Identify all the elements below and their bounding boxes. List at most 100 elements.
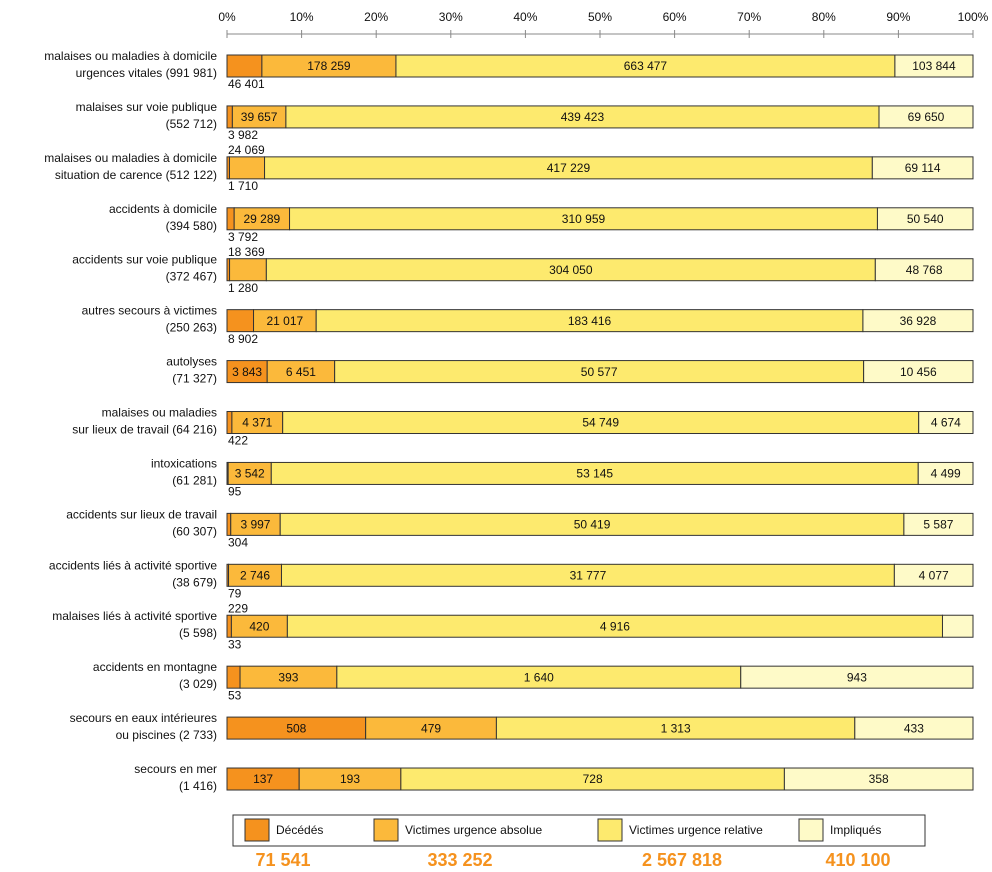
value-label: 420 xyxy=(249,619,269,633)
value-label: 193 xyxy=(340,772,360,786)
legend-swatch xyxy=(244,818,270,842)
legend-swatch xyxy=(798,818,824,842)
bar-segment xyxy=(226,411,233,435)
value-label: 53 xyxy=(228,688,242,702)
value-label: 304 050 xyxy=(549,263,593,277)
category-label: accidents sur voie publique (372 467) xyxy=(72,253,217,284)
bar-segment xyxy=(863,360,974,384)
bar-segment xyxy=(894,54,974,78)
x-tick-label: 40% xyxy=(513,10,537,24)
category-label: autres secours à victimes (250 263) xyxy=(82,304,217,335)
value-label: 50 577 xyxy=(581,365,618,379)
bar-segment xyxy=(874,258,974,282)
value-label: 304 xyxy=(228,536,248,550)
x-tick-label: 50% xyxy=(588,10,612,24)
value-label: 1 313 xyxy=(661,721,691,735)
category-label: intoxications (61 281) xyxy=(151,457,217,488)
x-tick-label: 30% xyxy=(439,10,463,24)
x-tick-label: 60% xyxy=(663,10,687,24)
value-label: 4 077 xyxy=(919,568,949,582)
value-label: 3 843 xyxy=(232,365,262,379)
value-label: 4 674 xyxy=(931,416,961,430)
x-tick-label: 10% xyxy=(290,10,314,24)
value-label: 4 499 xyxy=(931,467,961,481)
category-label: accidents liés à activité sportive (38 67… xyxy=(49,558,217,589)
value-label: 4 371 xyxy=(242,416,272,430)
x-tick-label: 90% xyxy=(886,10,910,24)
value-label: 417 229 xyxy=(547,161,591,175)
x-tick-label: 20% xyxy=(364,10,388,24)
category-label: malaises sur voie publique (552 712) xyxy=(76,100,218,131)
value-label: 3 792 xyxy=(228,230,258,244)
value-label: 18 369 xyxy=(228,245,265,259)
value-label: 358 xyxy=(869,772,889,786)
value-label: 95 xyxy=(228,485,242,499)
category-label: malaises ou maladies à domicile urgences … xyxy=(44,49,217,80)
legend-label: Victimes urgence absolue xyxy=(405,823,543,837)
value-label: 5 587 xyxy=(923,518,953,532)
value-label: 422 xyxy=(228,434,248,448)
value-label: 10 456 xyxy=(900,365,937,379)
bar-segment xyxy=(228,156,266,180)
series-total: 71 541 xyxy=(255,850,310,870)
value-label: 439 423 xyxy=(561,110,605,124)
value-label: 36 928 xyxy=(900,314,937,328)
bar-segment xyxy=(941,614,974,638)
value-label: 663 477 xyxy=(624,59,668,73)
bar-segment xyxy=(876,207,974,231)
value-label: 2 746 xyxy=(240,568,270,582)
bar-segment xyxy=(226,54,263,78)
series-total: 333 252 xyxy=(427,850,492,870)
bar-segment xyxy=(878,105,974,129)
category-label: accidents en montagne (3 029) xyxy=(93,660,217,691)
category-label: secours en eaux intérieures ou piscines (… xyxy=(70,711,217,742)
legend-swatch xyxy=(597,818,623,842)
value-label: 183 416 xyxy=(568,314,612,328)
value-label: 29 289 xyxy=(244,212,281,226)
series-total: 410 100 xyxy=(825,850,890,870)
value-label: 310 959 xyxy=(562,212,606,226)
value-label: 137 xyxy=(253,772,273,786)
bar-segment xyxy=(226,207,235,231)
value-label: 69 650 xyxy=(908,110,945,124)
bar-segment xyxy=(783,767,974,791)
value-label: 8 902 xyxy=(228,332,258,346)
bar-segment xyxy=(229,258,267,282)
bar-segment xyxy=(862,309,974,333)
value-label: 479 xyxy=(421,721,441,735)
value-label: 79 xyxy=(228,586,242,600)
value-label: 229 xyxy=(228,601,248,615)
category-label: accidents sur lieux de travail (60 307) xyxy=(66,508,217,539)
value-label: 6 451 xyxy=(286,365,316,379)
value-label: 103 844 xyxy=(912,59,956,73)
value-label: 54 749 xyxy=(582,416,619,430)
category-label: accidents à domicile (394 580) xyxy=(109,202,217,233)
x-tick-label: 70% xyxy=(737,10,761,24)
category-label: malaises ou maladies à domicile situation… xyxy=(44,151,217,182)
category-label: secours en mer (1 416) xyxy=(134,762,217,793)
value-label: 46 401 xyxy=(228,77,265,91)
value-label: 178 259 xyxy=(307,59,351,73)
bar-segment xyxy=(918,411,974,435)
x-tick-label: 100% xyxy=(958,10,989,24)
category-label: malaises ou maladies sur lieux de travail… xyxy=(72,406,217,437)
x-tick-label: 80% xyxy=(812,10,836,24)
category-label: autolyses (71 327) xyxy=(166,355,217,386)
value-label: 50 419 xyxy=(574,518,611,532)
value-label: 943 xyxy=(847,670,867,684)
legend-label: Décédés xyxy=(276,823,323,837)
bar-segment xyxy=(917,461,974,485)
value-label: 69 114 xyxy=(905,161,941,175)
bar-segment xyxy=(903,512,974,536)
x-tick-label: 0% xyxy=(218,10,236,24)
category-label: malaises liés à activité sportive (5 598) xyxy=(52,609,217,640)
bar-segment xyxy=(226,512,232,536)
value-label: 3 542 xyxy=(235,467,265,481)
bar-segment xyxy=(740,665,974,689)
bar-segment xyxy=(893,563,974,587)
value-label: 1 280 xyxy=(228,281,258,295)
legend-label: Impliqués xyxy=(830,823,881,837)
value-label: 1 640 xyxy=(524,670,554,684)
value-label: 53 145 xyxy=(576,467,613,481)
